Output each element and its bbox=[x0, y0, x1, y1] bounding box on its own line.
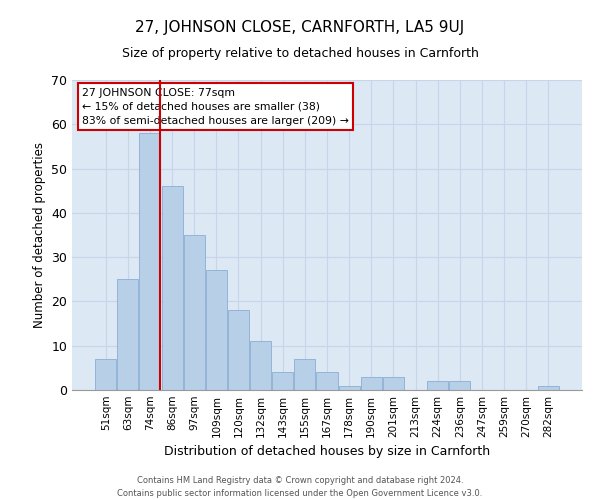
Bar bbox=[383, 376, 404, 390]
Bar bbox=[250, 342, 271, 390]
Text: 27, JOHNSON CLOSE, CARNFORTH, LA5 9UJ: 27, JOHNSON CLOSE, CARNFORTH, LA5 9UJ bbox=[136, 20, 464, 35]
Text: Size of property relative to detached houses in Carnforth: Size of property relative to detached ho… bbox=[122, 48, 478, 60]
Bar bbox=[427, 381, 448, 390]
Text: 27 JOHNSON CLOSE: 77sqm
← 15% of detached houses are smaller (38)
83% of semi-de: 27 JOHNSON CLOSE: 77sqm ← 15% of detache… bbox=[82, 88, 349, 126]
Bar bbox=[118, 280, 139, 390]
Bar bbox=[184, 235, 205, 390]
Bar bbox=[228, 310, 249, 390]
Bar bbox=[338, 386, 359, 390]
Bar bbox=[95, 359, 116, 390]
Y-axis label: Number of detached properties: Number of detached properties bbox=[32, 142, 46, 328]
Bar bbox=[139, 133, 160, 390]
X-axis label: Distribution of detached houses by size in Carnforth: Distribution of detached houses by size … bbox=[164, 446, 490, 458]
Bar bbox=[272, 372, 293, 390]
Bar bbox=[361, 376, 382, 390]
Bar bbox=[316, 372, 338, 390]
Bar bbox=[295, 359, 316, 390]
Text: Contains HM Land Registry data © Crown copyright and database right 2024.
Contai: Contains HM Land Registry data © Crown c… bbox=[118, 476, 482, 498]
Bar bbox=[206, 270, 227, 390]
Bar bbox=[449, 381, 470, 390]
Bar bbox=[161, 186, 182, 390]
Bar bbox=[538, 386, 559, 390]
